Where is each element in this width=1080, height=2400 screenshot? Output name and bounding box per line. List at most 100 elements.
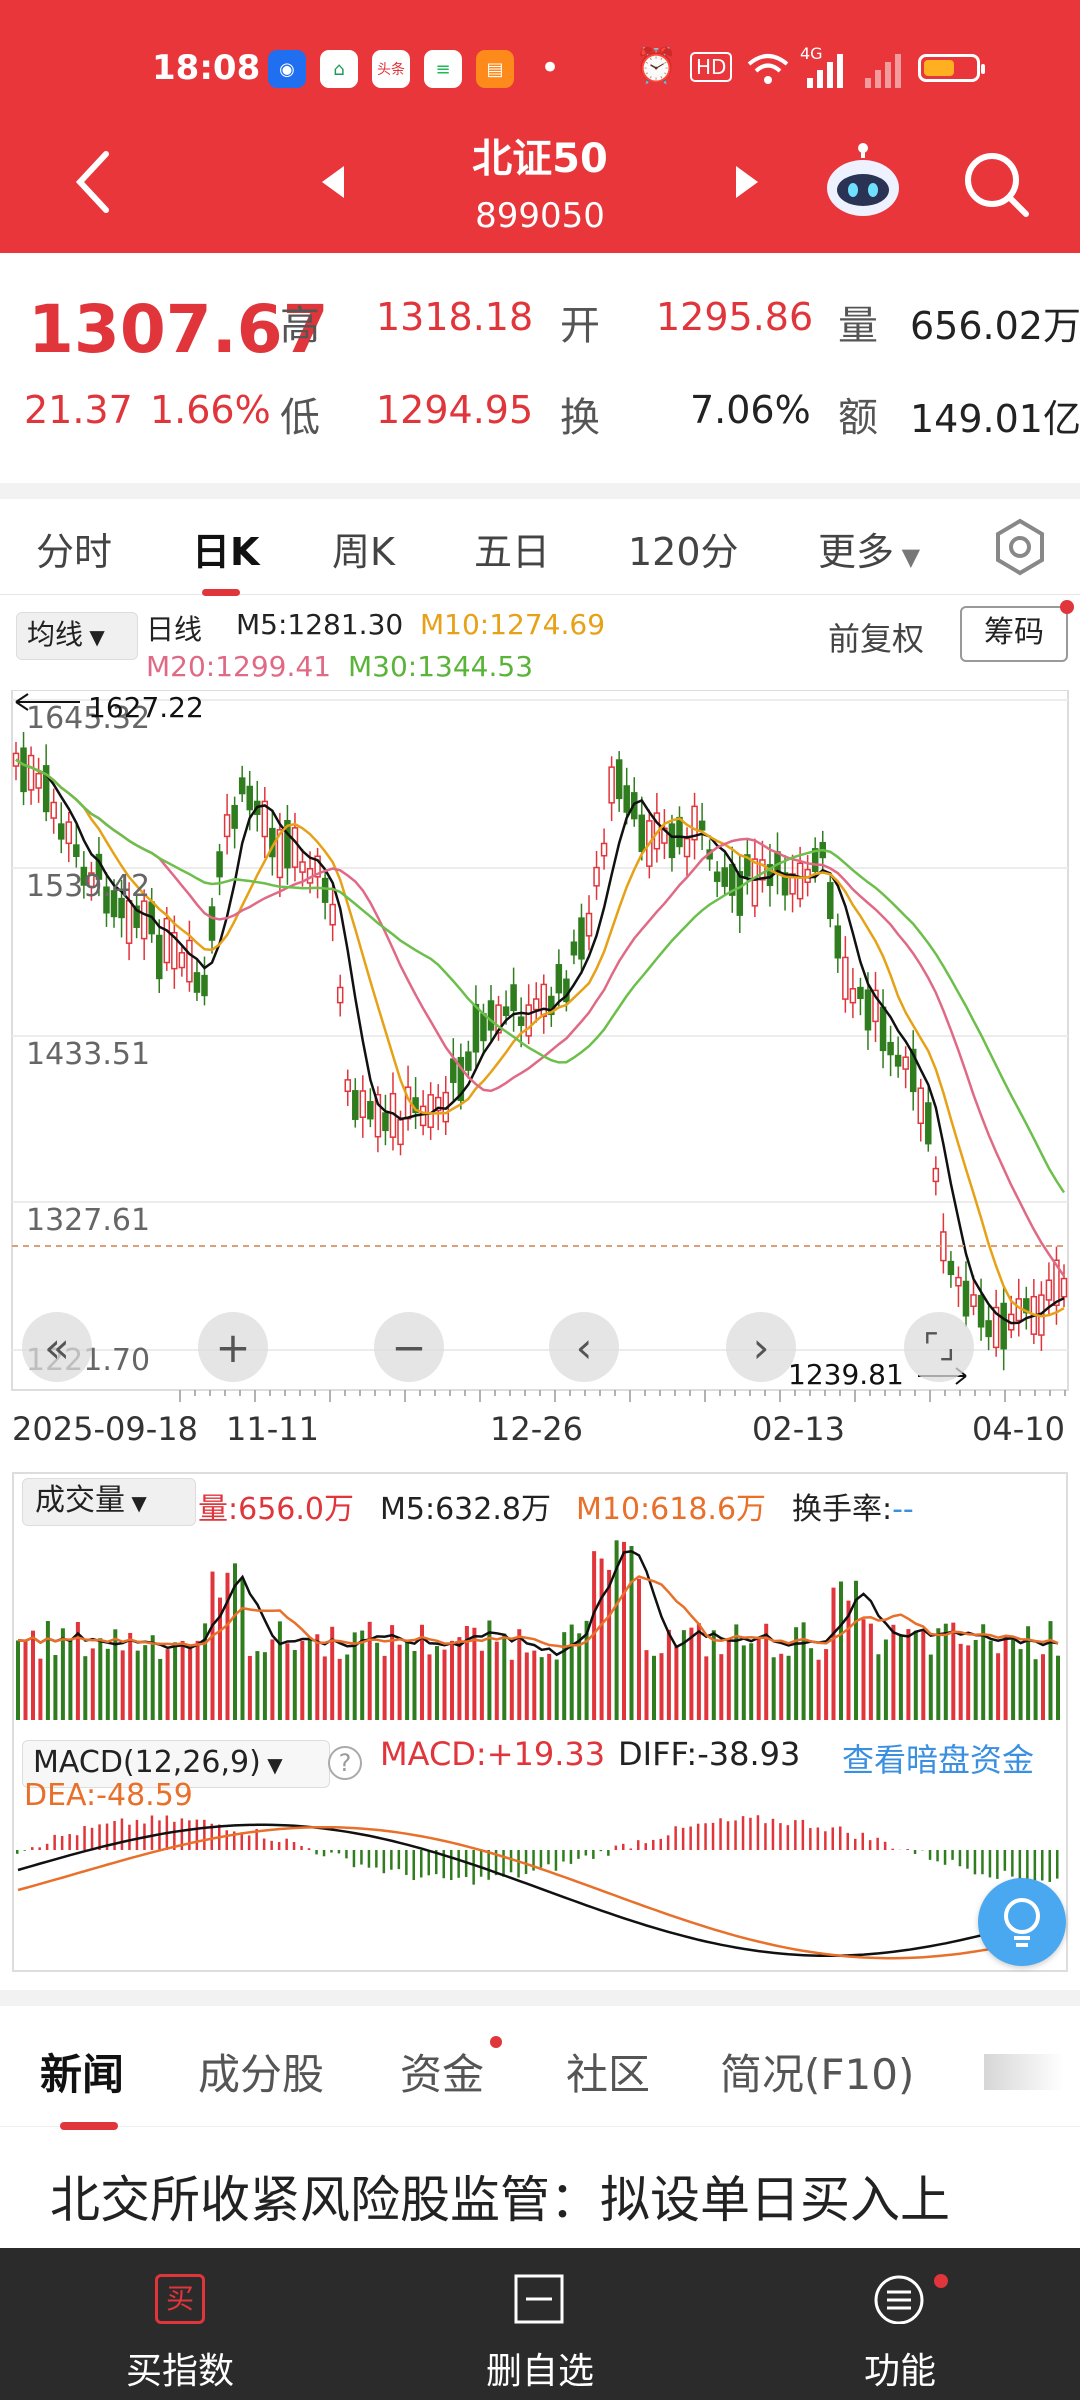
macd-bar: [367, 1850, 371, 1868]
x-label-4: 04-10: [972, 1410, 1065, 1448]
fullscreen-button[interactable]: ⌜⌟: [904, 1312, 974, 1382]
help-icon[interactable]: ?: [328, 1746, 362, 1780]
search-icon[interactable]: [962, 150, 1030, 218]
jump-start-button[interactable]: «: [22, 1312, 92, 1382]
macd-bar: [173, 1821, 176, 1850]
candle-body: [932, 1167, 940, 1183]
turnover-rate-value: --: [892, 1492, 914, 1527]
tab-five-day[interactable]: 五日: [474, 530, 551, 574]
macd-bar: [681, 1827, 685, 1850]
candle-body: [329, 903, 336, 926]
status-bar: 18:08 ◉ ⌂ 头条 ≡ ▤ • ⏰ HD 4G: [0, 40, 1080, 100]
macd-bar: [839, 1826, 842, 1850]
candle-body: [80, 866, 88, 886]
macd-bar: [666, 1835, 670, 1850]
indicator-select[interactable]: 均线 ▼: [16, 612, 138, 660]
next-stock-icon[interactable]: [734, 164, 762, 200]
tab-news[interactable]: 新闻: [40, 2041, 124, 2130]
volume-bar: [1033, 1659, 1038, 1720]
high-value: 1318.18: [376, 295, 534, 339]
scroll-left-button[interactable]: ‹: [549, 1312, 619, 1382]
robot-assistant-icon[interactable]: [822, 142, 904, 220]
tab-120min[interactable]: 120分: [628, 530, 739, 574]
dea-value: DEA:-48.59: [24, 1778, 193, 1813]
volume-bar: [958, 1643, 963, 1720]
volume-bar: [988, 1640, 993, 1720]
news-headline[interactable]: 北交所收紧风险股监管：拟设单日买入上: [50, 2171, 950, 2229]
tab-profile-f10[interactable]: 简况(F10): [720, 2050, 915, 2099]
low-value: 1294.95: [376, 388, 534, 432]
zoom-out-button[interactable]: −: [374, 1312, 444, 1382]
candle-body: [321, 877, 329, 903]
back-icon[interactable]: [72, 150, 112, 214]
volume-bar: [532, 1650, 537, 1720]
volume-bar: [165, 1649, 170, 1720]
macd-indicator-select[interactable]: MACD(12,26,9) ▼: [22, 1740, 330, 1788]
tab-weekly-k[interactable]: 周K: [332, 530, 395, 574]
macd-indicator-label: MACD(12,26,9): [33, 1745, 261, 1780]
kline-chart[interactable]: 1645.32 1539.42 1433.51 1327.61 1221.70 …: [0, 690, 1080, 1400]
macd-bar: [128, 1824, 131, 1850]
volume-bar: [883, 1639, 888, 1720]
volume-bar: [375, 1642, 380, 1720]
macd-bar: [801, 1819, 805, 1850]
candle-body: [193, 972, 201, 993]
prev-stock-icon[interactable]: [318, 164, 346, 200]
macd-bar: [936, 1850, 939, 1862]
remove-watchlist-label: 删自选: [485, 2351, 594, 2392]
volume-bar: [285, 1643, 290, 1720]
tab-constituents[interactable]: 成分股: [198, 2050, 325, 2099]
volume-bar: [420, 1624, 424, 1720]
chip-button[interactable]: 筹码: [960, 606, 1068, 662]
remove-watchlist-button[interactable]: 删自选: [360, 2248, 720, 2400]
volume-bar: [599, 1558, 604, 1720]
macd-bar: [951, 1850, 954, 1860]
volume-bar: [53, 1655, 58, 1720]
macd-bar: [764, 1823, 767, 1850]
buy-index-button[interactable]: 买 买指数: [0, 2248, 360, 2400]
volume-bar: [143, 1645, 148, 1720]
tab-daily-k[interactable]: 日K: [192, 521, 259, 596]
macd-bar: [1018, 1850, 1022, 1880]
candle-body: [419, 1105, 427, 1127]
scroll-right-button[interactable]: ›: [726, 1312, 796, 1382]
volume-bar: [390, 1625, 395, 1720]
volume-bar: [292, 1650, 297, 1720]
volume-bar: [60, 1628, 65, 1720]
volume-bar: [262, 1652, 267, 1720]
tab-community[interactable]: 社区: [566, 2050, 651, 2099]
candle-body: [849, 988, 857, 1004]
volume-bar: [868, 1623, 873, 1720]
settings-icon[interactable]: [990, 517, 1050, 577]
candle-body: [517, 1016, 525, 1027]
macd-bar: [809, 1828, 812, 1850]
indicator-select-label: 均线: [27, 618, 84, 651]
tab-more[interactable]: 更多 ▼: [818, 521, 920, 576]
candle-body: [1053, 1259, 1060, 1307]
candle-body: [20, 747, 27, 793]
macd-bar: [375, 1850, 378, 1868]
candle-body: [713, 871, 721, 882]
tab-capital[interactable]: 资金: [400, 2050, 485, 2099]
volume-bar: [479, 1650, 484, 1720]
macd-bar: [292, 1842, 296, 1850]
candle-body: [781, 872, 789, 896]
functions-button[interactable]: 功能: [720, 2248, 1080, 2400]
volume-indicator-select[interactable]: 成交量 ▼: [22, 1478, 196, 1526]
notification-dot: [1060, 600, 1074, 614]
candles: [12, 731, 1068, 1371]
volume-bar: [517, 1629, 522, 1720]
zoom-in-button[interactable]: +: [198, 1312, 268, 1382]
tab-intraday[interactable]: 分时: [36, 530, 113, 574]
assistant-bulb-button[interactable]: [978, 1878, 1066, 1966]
volume-bar: [622, 1541, 626, 1720]
volume-bar: [966, 1645, 971, 1720]
macd-bar: [322, 1850, 326, 1857]
signal-icon: [807, 54, 901, 88]
volume-bar: [233, 1563, 237, 1720]
adjust-mode[interactable]: 前复权: [828, 620, 925, 658]
macd-bar: [794, 1820, 797, 1850]
volume-bar: [681, 1630, 686, 1720]
macd-bar: [255, 1829, 258, 1850]
dark-pool-link[interactable]: 查看暗盘资金: [842, 1741, 1035, 1779]
